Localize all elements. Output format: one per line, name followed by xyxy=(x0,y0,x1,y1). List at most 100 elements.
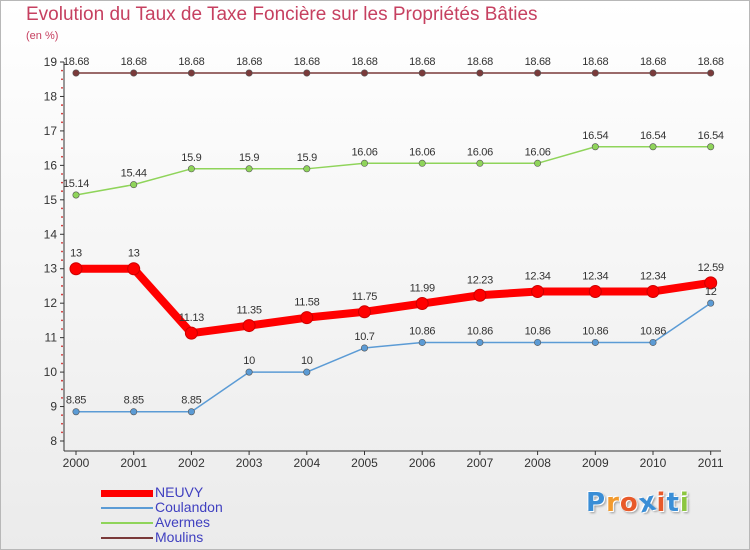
y-minor-tick xyxy=(61,345,63,348)
y-tick-label: 9 xyxy=(50,400,57,414)
y-tick-label: 18 xyxy=(44,89,58,103)
data-point-moulins xyxy=(418,69,426,77)
y-minor-tick xyxy=(61,276,63,279)
y-tick-label: 12 xyxy=(44,296,58,310)
data-label-neuvy: 12.34 xyxy=(640,270,666,282)
legend-swatch xyxy=(101,507,153,509)
logo-letter: t xyxy=(666,488,680,518)
x-tick-label: 2003 xyxy=(236,456,263,470)
data-label-coulandon: 10.86 xyxy=(467,325,493,337)
data-label-neuvy: 12.23 xyxy=(467,274,493,286)
data-point-neuvy xyxy=(358,305,371,319)
data-label-coulandon: 10.7 xyxy=(354,331,374,343)
y-minor-tick xyxy=(61,397,63,399)
y-tick-label: 19 xyxy=(44,55,58,69)
y-minor-tick xyxy=(61,147,63,150)
x-tick-label: 2008 xyxy=(524,456,551,470)
y-tick-label: 16 xyxy=(44,158,58,172)
data-point-moulins xyxy=(476,69,484,77)
data-point-avermes xyxy=(418,159,426,167)
y-minor-tick xyxy=(61,78,63,81)
y-minor-tick xyxy=(61,310,63,313)
data-point-coulandon xyxy=(245,368,253,376)
logo-letter: P xyxy=(586,488,607,518)
y-minor-tick xyxy=(61,224,63,227)
y-tick-label: 10 xyxy=(44,365,58,379)
data-point-coulandon xyxy=(649,338,657,346)
data-label-avermes: 15.9 xyxy=(181,152,201,164)
data-label-moulins: 18.68 xyxy=(294,56,320,68)
x-tick-label: 2004 xyxy=(293,456,320,470)
data-point-neuvy xyxy=(69,262,83,276)
chart-title: Evolution du Taux de Taxe Foncière sur l… xyxy=(26,4,538,25)
data-labels: 18.68 18.68 18.68 18.68 18.68 18.68 18.68 18.68… xyxy=(63,56,724,407)
y-minor-tick xyxy=(61,86,63,89)
data-point-neuvy xyxy=(704,276,718,290)
y-tick-label: 17 xyxy=(44,124,58,138)
data-point-moulins xyxy=(534,69,542,77)
data-label-neuvy: 13 xyxy=(70,248,82,260)
logo-letter: i xyxy=(679,488,690,518)
data-point-avermes xyxy=(707,143,715,151)
y-minor-tick xyxy=(61,293,63,296)
data-label-avermes: 16.54 xyxy=(698,130,724,142)
data-label-avermes: 16.06 xyxy=(351,146,377,158)
data-label-neuvy: 11.13 xyxy=(179,312,204,324)
data-point-coulandon xyxy=(187,408,195,416)
proxiti-logo: Proxiti xyxy=(586,486,690,519)
y-tick-label: 11 xyxy=(45,331,58,345)
x-tick-label: 2006 xyxy=(409,456,436,470)
y-minor-tick xyxy=(61,328,63,330)
data-point-avermes xyxy=(187,165,195,173)
data-point-moulins xyxy=(649,69,657,77)
data-point-coulandon xyxy=(303,368,311,376)
x-tick-label: 2001 xyxy=(120,456,147,470)
data-point-coulandon xyxy=(707,299,715,307)
y-minor-tick xyxy=(61,173,63,175)
data-point-neuvy xyxy=(646,284,660,298)
data-point-avermes xyxy=(649,143,657,151)
data-point-moulins xyxy=(591,69,599,77)
logo-letter: o xyxy=(619,488,639,518)
data-point-moulins xyxy=(72,69,80,77)
data-point-neuvy xyxy=(127,262,141,276)
data-label-moulins: 18.68 xyxy=(63,56,89,68)
data-point-moulins xyxy=(245,69,253,77)
x-tick-label: 2010 xyxy=(640,456,667,470)
legend-label: Moulins xyxy=(155,529,204,545)
y-minor-tick xyxy=(61,388,63,391)
axes: 8 9 10 11 12 13 14 15 16 17 18 19 2000 2001 2002 2003 20… xyxy=(44,55,724,470)
data-label-coulandon: 10.86 xyxy=(582,325,608,337)
data-label-neuvy: 11.58 xyxy=(294,297,319,309)
y-minor-tick xyxy=(61,216,63,218)
series-line-neuvy xyxy=(72,264,715,338)
data-point-neuvy xyxy=(415,297,429,311)
data-label-moulins: 18.68 xyxy=(121,56,147,68)
data-label-coulandon: 10.86 xyxy=(640,325,666,337)
logo-letter: i xyxy=(656,488,667,518)
series-line-avermes xyxy=(75,146,712,196)
y-minor-tick xyxy=(61,259,63,262)
y-minor-tick xyxy=(61,319,63,322)
data-label-avermes: 15.9 xyxy=(239,152,259,164)
data-point-coulandon xyxy=(418,338,426,346)
data-label-neuvy: 11.75 xyxy=(352,291,377,303)
x-tick-label: 2002 xyxy=(178,456,205,470)
x-tick-label: 2000 xyxy=(63,456,90,470)
data-point-coulandon xyxy=(130,408,138,416)
data-label-moulins: 18.68 xyxy=(525,56,551,68)
data-point-coulandon xyxy=(72,408,80,416)
data-label-moulins: 18.68 xyxy=(409,56,435,68)
data-label-neuvy: 11.99 xyxy=(410,283,435,295)
legend-swatch xyxy=(101,489,153,497)
legend-swatch xyxy=(101,537,153,539)
data-label-avermes: 15.9 xyxy=(297,152,317,164)
data-point-coulandon xyxy=(534,338,542,346)
y-minor-tick xyxy=(61,112,63,115)
x-tick-label: 2011 xyxy=(698,456,724,470)
y-minor-tick xyxy=(61,250,63,253)
data-label-moulins: 18.68 xyxy=(351,56,377,68)
series-lines xyxy=(69,69,718,416)
data-point-avermes xyxy=(72,191,80,199)
y-minor-tick xyxy=(61,241,63,244)
